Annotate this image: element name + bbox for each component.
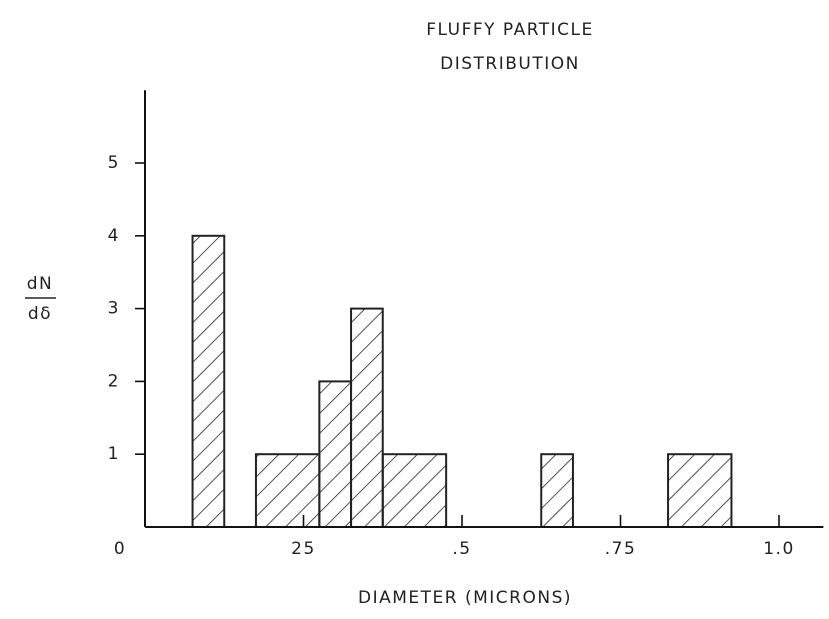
x-tick-label: .75 — [605, 539, 637, 559]
y-tick-label: 5 — [108, 153, 120, 173]
x-tick-label: .5 — [452, 539, 471, 559]
bar — [667, 453, 733, 529]
x-axis-label: DIAMETER (MICRONS) — [358, 588, 572, 608]
bar — [350, 307, 384, 528]
x-tick-label: 25 — [291, 539, 316, 559]
bar — [254, 453, 321, 529]
x-tick-label: 0 — [114, 539, 126, 559]
chart-title-line: FLUFFY PARTICLE — [426, 20, 594, 40]
y-axis-label-numerator: dN — [27, 274, 54, 294]
y-tick-label: 3 — [108, 299, 120, 319]
bar — [191, 234, 226, 529]
bar — [540, 453, 574, 529]
y-tick-label: 1 — [108, 444, 120, 464]
bar — [318, 380, 353, 528]
x-tick-label: 1.0 — [763, 539, 795, 559]
bar — [381, 453, 448, 529]
y-tick-label: 4 — [108, 226, 120, 246]
chart-title-line: DISTRIBUTION — [440, 54, 580, 74]
y-tick-label: 2 — [108, 371, 120, 391]
y-axis-label-denominator: dδ — [28, 304, 52, 324]
